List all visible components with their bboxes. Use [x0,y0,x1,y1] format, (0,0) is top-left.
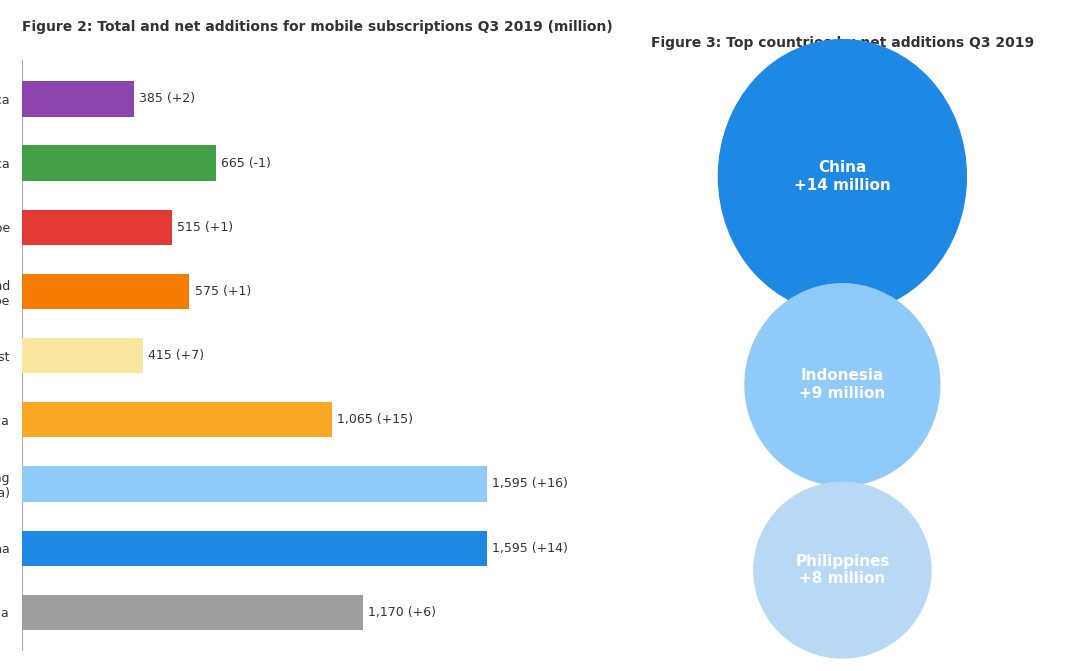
Bar [22,338,143,373]
Text: 575 (+1): 575 (+1) [194,285,251,298]
Text: 1,170 (+6): 1,170 (+6) [368,606,436,619]
Ellipse shape [718,40,967,313]
Bar [22,466,487,502]
Bar [22,402,333,437]
Text: 1,595 (+14): 1,595 (+14) [492,541,568,555]
Bar [22,595,363,630]
Text: Figure 2: Total and net additions for mobile subscriptions Q3 2019 (million): Figure 2: Total and net additions for mo… [22,20,612,34]
Text: 385 (+2): 385 (+2) [139,93,195,105]
Text: 1,065 (+15): 1,065 (+15) [337,413,414,426]
Bar [22,274,189,309]
Ellipse shape [754,482,931,658]
Text: China
+14 million: China +14 million [794,160,891,193]
Text: 665 (-1): 665 (-1) [220,156,271,170]
Bar [22,209,172,245]
Bar [22,81,134,117]
Text: 515 (+1): 515 (+1) [177,221,233,234]
Text: 415 (+7): 415 (+7) [148,349,204,362]
Text: 1,595 (+16): 1,595 (+16) [492,478,568,491]
Text: Philippines
+8 million: Philippines +8 million [795,554,890,586]
Bar [22,531,487,566]
Ellipse shape [745,284,940,486]
Text: Figure 3: Top countries by net additions Q3 2019: Figure 3: Top countries by net additions… [651,36,1034,50]
Bar [22,146,216,180]
Text: Indonesia
+9 million: Indonesia +9 million [799,368,886,401]
